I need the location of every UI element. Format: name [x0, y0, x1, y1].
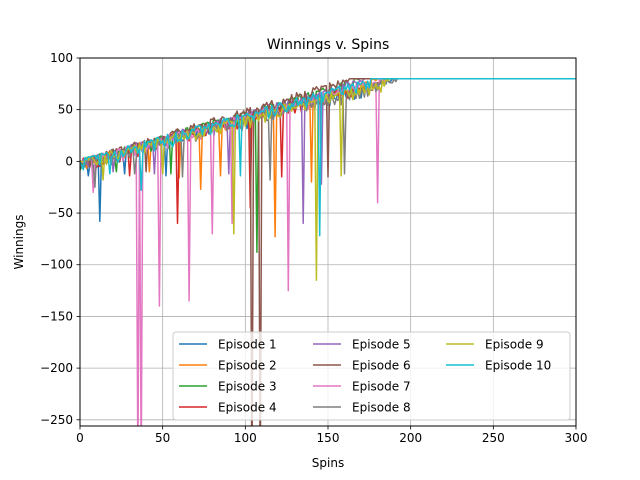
y-axis: −250 −200 −150 −100 −50 0 50 100 — [40, 51, 80, 427]
legend-box — [172, 331, 571, 421]
legend-label-episode-3: Episode 3 — [218, 380, 277, 394]
x-axis: 0 50 100 150 200 250 300 — [76, 426, 587, 445]
legend-label-episode-8: Episode 8 — [352, 401, 411, 415]
legend-label-episode-4: Episode 4 — [218, 401, 277, 415]
y-tick-label: 100 — [50, 51, 73, 65]
y-tick-label: 0 — [65, 154, 73, 168]
x-axis-label: Spins — [312, 456, 344, 470]
legend-label-episode-9: Episode 9 — [485, 338, 544, 352]
legend-label-episode-7: Episode 7 — [352, 380, 411, 394]
x-tick-label: 300 — [565, 431, 588, 445]
legend-label-episode-2: Episode 2 — [218, 359, 277, 373]
y-tick-label: 50 — [58, 103, 73, 117]
x-tick-label: 100 — [234, 431, 257, 445]
y-tick-label: −200 — [40, 361, 73, 375]
legend-label-episode-10: Episode 10 — [485, 359, 551, 373]
y-tick-label: −150 — [40, 309, 73, 323]
x-tick-label: 50 — [155, 431, 170, 445]
y-tick-label: −50 — [48, 206, 73, 220]
series-line-episode-10 — [80, 77, 576, 237]
y-tick-label: −250 — [40, 413, 73, 427]
x-tick-label: 0 — [76, 431, 84, 445]
legend: Episode 1 Episode 2 Episode 3 Episode 4 Epis… — [172, 331, 571, 421]
y-axis-label: Winnings — [12, 215, 26, 270]
legend-label-episode-6: Episode 6 — [352, 359, 411, 373]
x-tick-label: 250 — [482, 431, 505, 445]
legend-label-episode-5: Episode 5 — [352, 338, 411, 352]
chart-title: Winnings v. Spins — [267, 37, 390, 53]
y-tick-label: −100 — [40, 258, 73, 272]
x-tick-label: 200 — [399, 431, 422, 445]
x-tick-label: 150 — [317, 431, 340, 445]
legend-label-episode-1: Episode 1 — [218, 338, 277, 352]
series-lines — [80, 77, 576, 426]
